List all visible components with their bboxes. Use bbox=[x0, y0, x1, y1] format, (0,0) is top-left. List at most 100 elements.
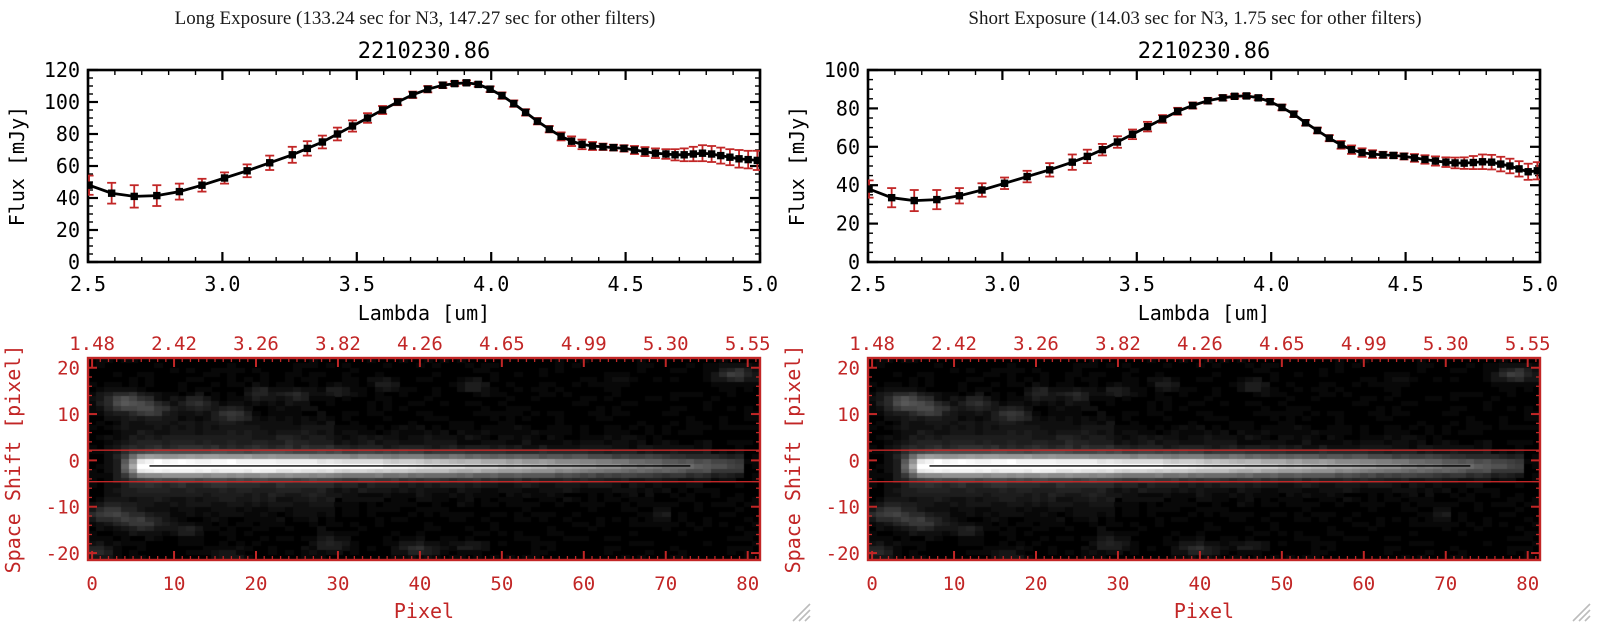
x-tick-label: 5.0 bbox=[1522, 272, 1558, 296]
resize-grip-icon[interactable] bbox=[1568, 599, 1594, 625]
y-tick-label: 0 bbox=[68, 250, 80, 274]
wavelength-tick-label: 3.82 bbox=[315, 333, 361, 355]
y-tick-label: 100 bbox=[824, 58, 860, 82]
wavelength-tick-label: 3.26 bbox=[1013, 333, 1059, 355]
x-tick-label: 4.5 bbox=[608, 272, 644, 296]
y-tick-label: 60 bbox=[836, 135, 860, 159]
wavelength-tick-label: 2.42 bbox=[931, 333, 977, 355]
pixel-tick-label: 0 bbox=[866, 573, 877, 595]
shift-tick-label: -20 bbox=[826, 543, 860, 565]
shift-tick-label: 10 bbox=[837, 404, 860, 426]
long-exposure-figure: Long Exposure (133.24 sec for N3, 147.27… bbox=[1, 8, 778, 623]
wavelength-tick-label: 3.82 bbox=[1095, 333, 1141, 355]
pixel-tick-label: 60 bbox=[1352, 573, 1375, 595]
pixel-tick-label: 10 bbox=[943, 573, 966, 595]
spectral-image-canvas-short bbox=[868, 358, 1540, 560]
shift-tick-label: -10 bbox=[826, 497, 860, 519]
panel-short-exposure: Short Exposure (14.03 sec for N3, 1.75 s… bbox=[780, 0, 1591, 630]
y-tick-label: 100 bbox=[44, 90, 80, 114]
spectrum-curve bbox=[868, 94, 1538, 203]
y-tick-label: 40 bbox=[836, 173, 860, 197]
image-ticks bbox=[868, 358, 1540, 560]
wavelength-tick-label: 4.26 bbox=[1177, 333, 1223, 355]
wavelength-tick-label: 1.48 bbox=[69, 333, 115, 355]
wavelength-tick-label: 4.65 bbox=[479, 333, 525, 355]
wavelength-tick-label: 4.65 bbox=[1259, 333, 1305, 355]
wavelength-tick-label: 4.99 bbox=[561, 333, 607, 355]
y-tick-label: 120 bbox=[44, 58, 80, 82]
x-tick-label: 2.5 bbox=[850, 272, 886, 296]
space-shift-axis-label: Space Shift [pixel] bbox=[1, 345, 25, 574]
y-tick-label: 40 bbox=[56, 186, 80, 210]
shift-tick-label: 10 bbox=[57, 404, 80, 426]
y-tick-label: 20 bbox=[836, 212, 860, 236]
flux-axis-label: Flux [mJy] bbox=[785, 106, 809, 226]
data-markers bbox=[88, 79, 760, 201]
pixel-axis-label: Pixel bbox=[394, 599, 454, 623]
resize-grip-icon[interactable] bbox=[788, 599, 814, 625]
pixel-tick-label: 50 bbox=[490, 573, 513, 595]
wavelength-tick-label: 5.55 bbox=[1505, 333, 1551, 355]
x-tick-label: 4.5 bbox=[1388, 272, 1424, 296]
image-plot-frame bbox=[866, 356, 1542, 562]
lambda-axis-label: Lambda [um] bbox=[358, 301, 490, 325]
panel-title: Long Exposure (133.24 sec for N3, 147.27… bbox=[175, 8, 656, 29]
pixel-tick-label: 70 bbox=[1434, 573, 1457, 595]
pixel-tick-label: 40 bbox=[1188, 573, 1211, 595]
pixel-tick-label: 0 bbox=[86, 573, 97, 595]
wavelength-tick-label: 4.26 bbox=[397, 333, 443, 355]
space-shift-axis-label: Space Shift [pixel] bbox=[781, 345, 805, 574]
pixel-tick-label: 80 bbox=[1516, 573, 1539, 595]
image-ticks bbox=[88, 358, 760, 560]
x-tick-label: 5.0 bbox=[742, 272, 778, 296]
pixel-tick-label: 20 bbox=[245, 573, 268, 595]
short-exposure-figure: Short Exposure (14.03 sec for N3, 1.75 s… bbox=[781, 8, 1558, 623]
spectrum-plot-frame bbox=[86, 68, 762, 264]
pixel-tick-label: 40 bbox=[408, 573, 431, 595]
data-markers bbox=[868, 92, 1540, 205]
pixel-tick-label: 20 bbox=[1025, 573, 1048, 595]
wavelength-tick-label: 5.30 bbox=[643, 333, 689, 355]
pixel-tick-label: 30 bbox=[327, 573, 350, 595]
y-tick-label: 80 bbox=[56, 122, 80, 146]
panel-long-exposure: Long Exposure (133.24 sec for N3, 147.27… bbox=[1, 8, 811, 623]
wavelength-tick-label: 1.48 bbox=[849, 333, 895, 355]
pixel-tick-label: 70 bbox=[654, 573, 677, 595]
x-tick-label: 4.0 bbox=[473, 272, 509, 296]
pixel-tick-label: 10 bbox=[163, 573, 186, 595]
lambda-axis-label: Lambda [um] bbox=[1138, 301, 1270, 325]
x-tick-label: 3.0 bbox=[984, 272, 1020, 296]
wavelength-tick-label: 5.55 bbox=[725, 333, 771, 355]
spectrum-ticks bbox=[866, 68, 1542, 264]
image-plot-frame bbox=[86, 356, 762, 562]
shift-tick-label: 0 bbox=[69, 450, 80, 472]
target-id-title: 2210230.86 bbox=[358, 39, 490, 64]
spectrum-curve bbox=[88, 81, 758, 198]
shift-tick-label: 20 bbox=[837, 358, 860, 380]
wavelength-tick-label: 5.30 bbox=[1423, 333, 1469, 355]
spectrum-ticks bbox=[86, 68, 762, 264]
y-tick-label: 60 bbox=[56, 154, 80, 178]
wavelength-tick-label: 3.26 bbox=[233, 333, 279, 355]
pixel-tick-label: 60 bbox=[572, 573, 595, 595]
x-tick-label: 3.5 bbox=[339, 272, 375, 296]
shift-tick-label: 20 bbox=[57, 358, 80, 380]
shift-tick-label: 0 bbox=[849, 450, 860, 472]
shift-tick-label: -20 bbox=[46, 543, 80, 565]
pixel-tick-label: 50 bbox=[1270, 573, 1293, 595]
shift-tick-label: -10 bbox=[46, 497, 80, 519]
wavelength-tick-label: 2.42 bbox=[151, 333, 197, 355]
y-tick-label: 80 bbox=[836, 96, 860, 120]
wavelength-tick-label: 4.99 bbox=[1341, 333, 1387, 355]
y-tick-label: 0 bbox=[848, 250, 860, 274]
target-id-title: 2210230.86 bbox=[1138, 39, 1270, 64]
x-tick-label: 2.5 bbox=[70, 272, 106, 296]
panel-title: Short Exposure (14.03 sec for N3, 1.75 s… bbox=[968, 8, 1421, 29]
spectral-image-canvas-long bbox=[88, 358, 760, 560]
x-tick-label: 4.0 bbox=[1253, 272, 1289, 296]
pixel-axis-label: Pixel bbox=[1174, 599, 1234, 623]
flux-axis-label: Flux [mJy] bbox=[5, 106, 29, 226]
x-tick-label: 3.0 bbox=[204, 272, 240, 296]
pixel-tick-label: 30 bbox=[1107, 573, 1130, 595]
